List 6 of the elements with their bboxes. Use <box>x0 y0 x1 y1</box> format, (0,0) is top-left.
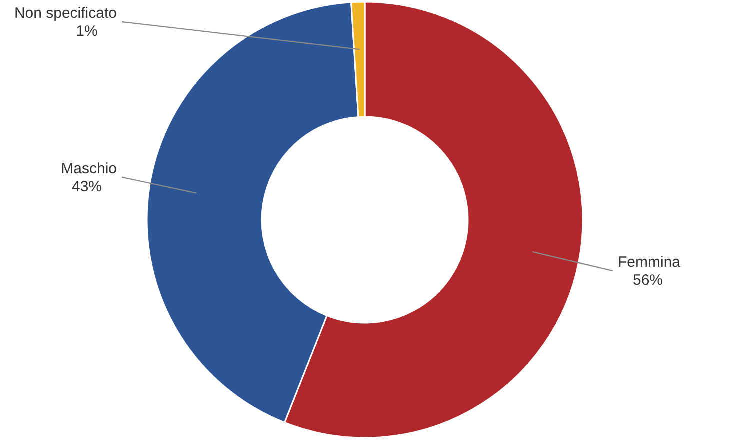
slice-label: Non specificato <box>14 5 117 22</box>
data-label: 43% <box>72 178 102 196</box>
data-label: 56% <box>632 272 664 290</box>
slice-label: Femmina <box>618 254 682 272</box>
slice-label: Maschio <box>61 160 117 178</box>
data-label: 1% <box>76 23 98 40</box>
